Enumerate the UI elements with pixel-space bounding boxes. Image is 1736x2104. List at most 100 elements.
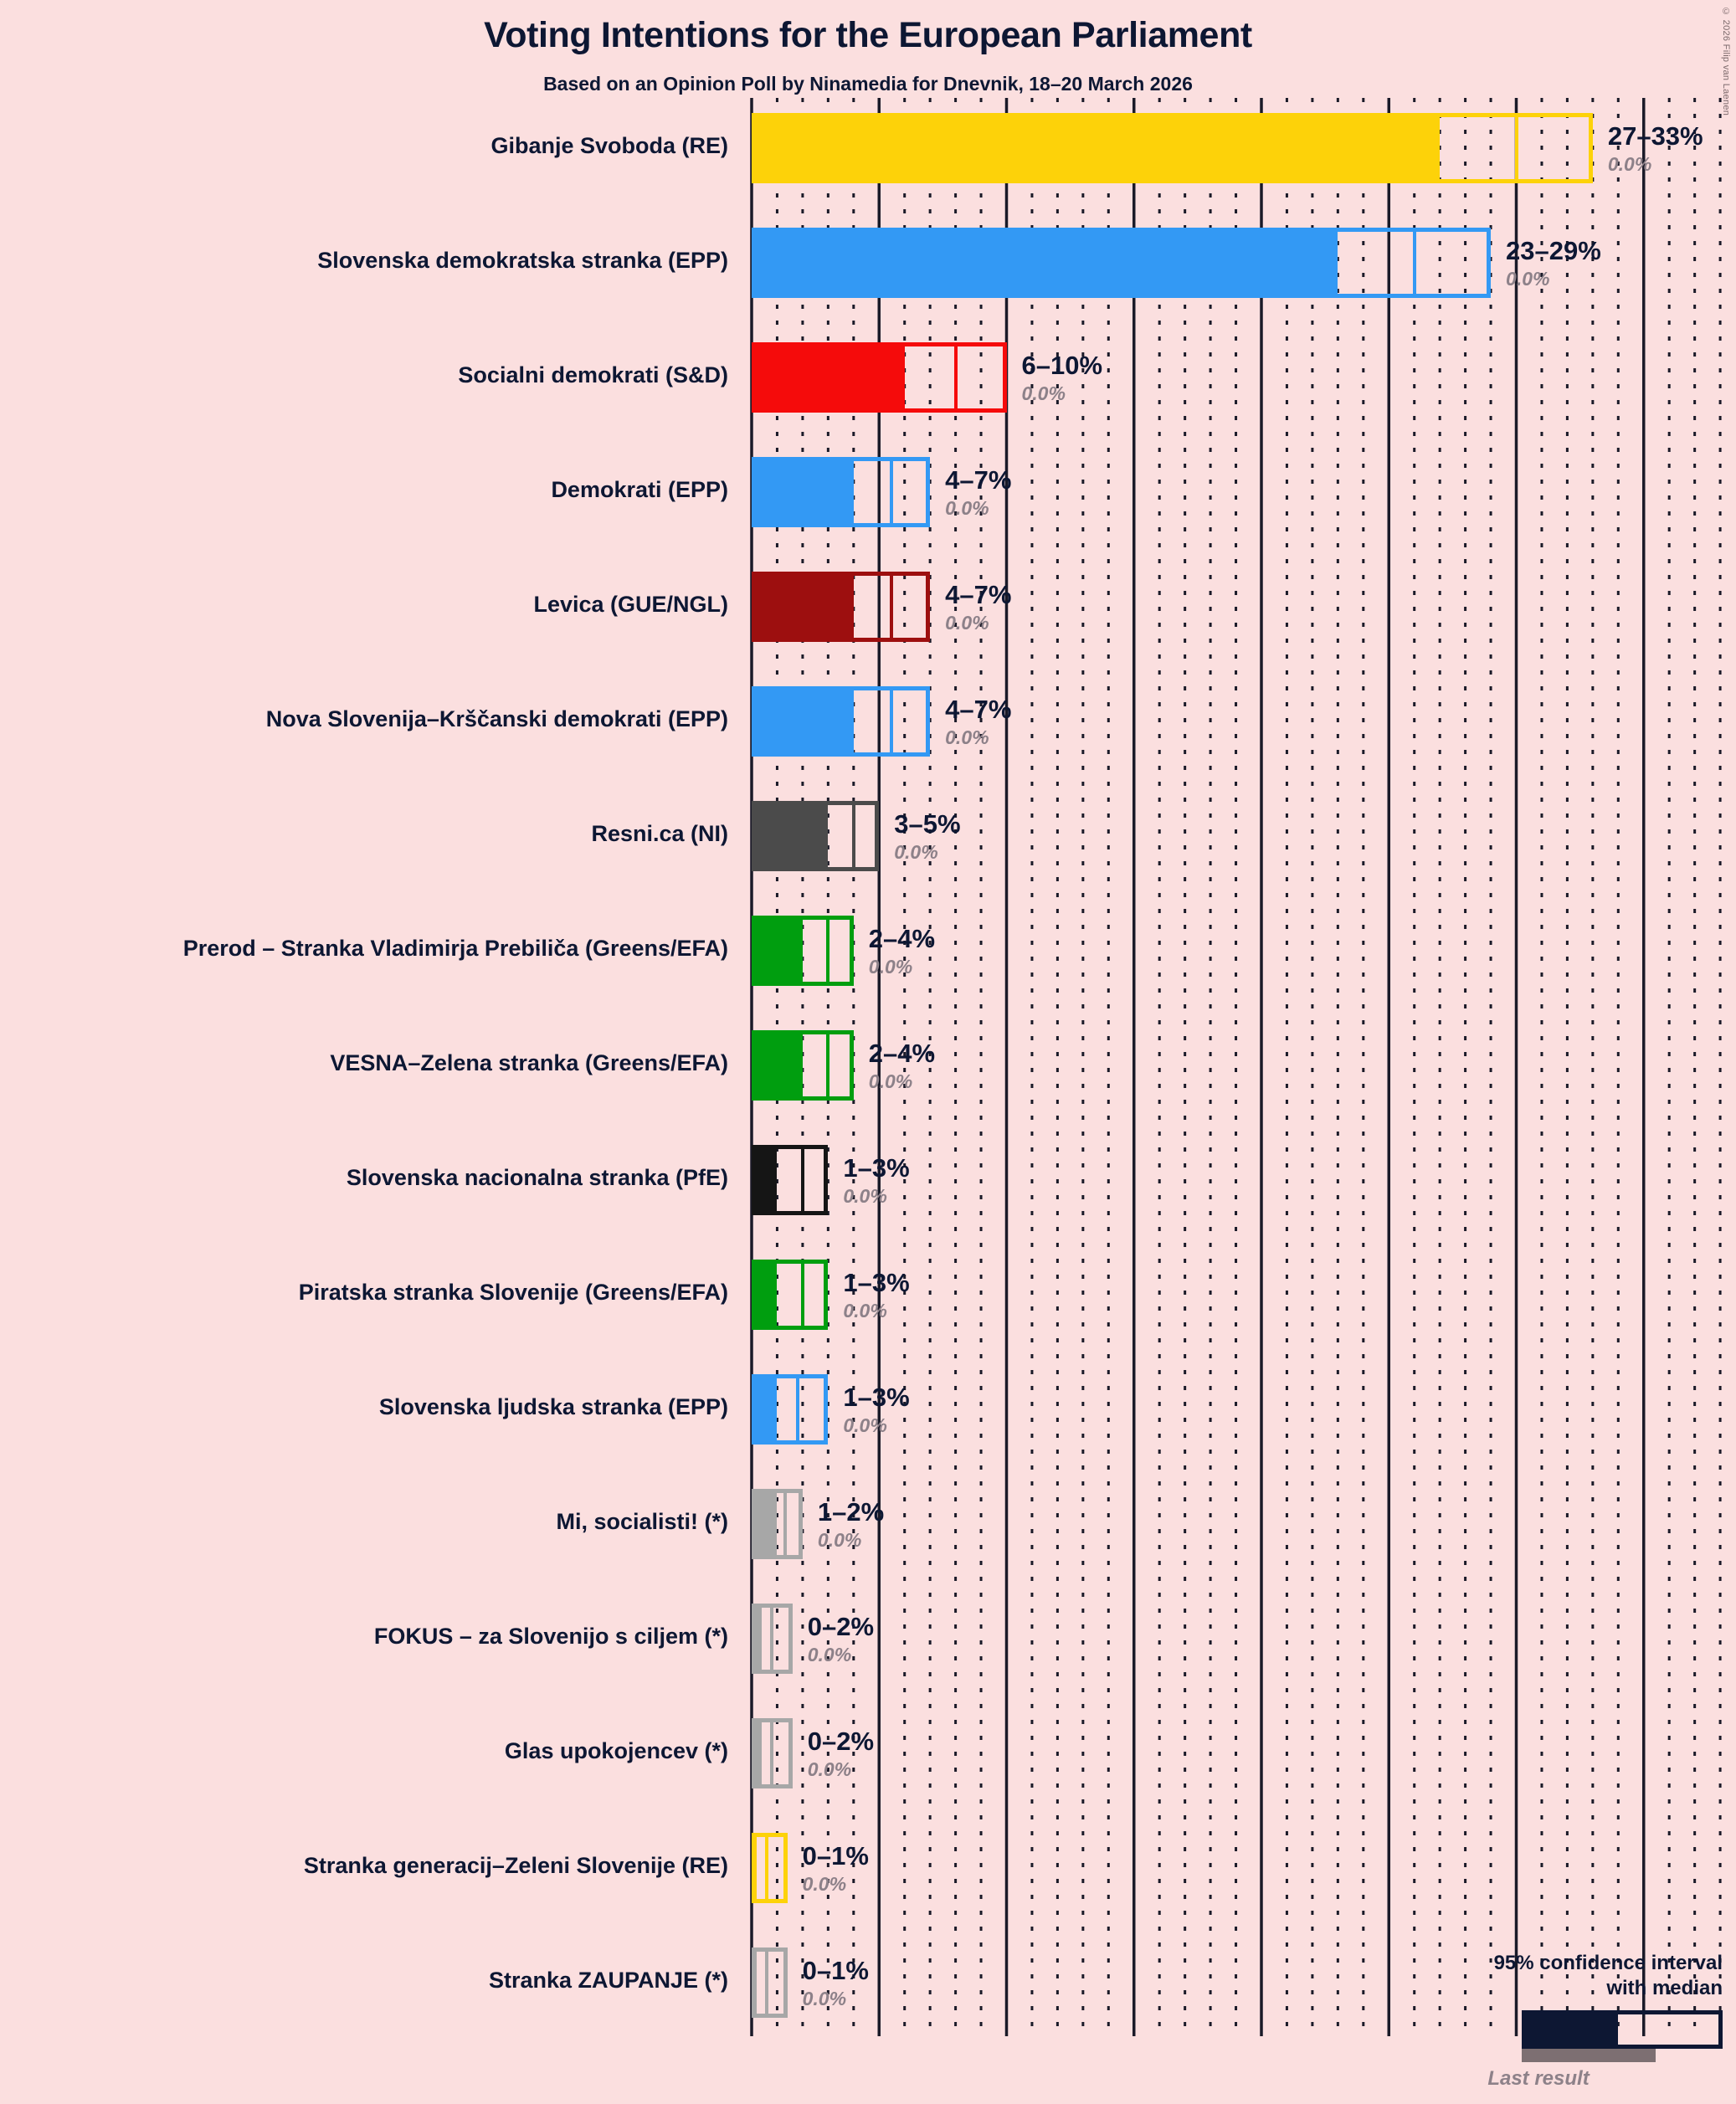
last-result-label: 0.0% bbox=[868, 956, 913, 978]
bar-row: Stranka generacij–Zeleni Slovenije (RE) 0… bbox=[0, 1833, 1736, 1903]
page-title: Voting Intentions for the European Parli… bbox=[484, 15, 1252, 55]
bar-row: Resni.ca (NI) 3–5% 0.0% bbox=[0, 801, 1736, 871]
bar-segment-lower-bound bbox=[756, 1149, 778, 1211]
confidence-interval-label: 4–7% bbox=[945, 465, 1012, 495]
median-marker bbox=[800, 1145, 804, 1215]
chart-legend: 95% confidence interval with median Last… bbox=[1379, 1951, 1723, 2091]
party-label: Mi, socialisti! (*) bbox=[556, 1509, 728, 1534]
confidence-interval-label: 0–1% bbox=[802, 1956, 869, 1985]
party-label: Stranka ZAUPANJE (*) bbox=[488, 1968, 728, 1993]
gridlines bbox=[750, 98, 1722, 2036]
bar-segment-below-median bbox=[1338, 232, 1414, 294]
value-label-group: 0–1% 0.0% bbox=[803, 1843, 869, 1894]
bar-segment-above-median bbox=[1415, 232, 1487, 294]
median-marker bbox=[826, 916, 830, 986]
bar-row: Slovenska ljudska stranka (EPP) 1–3% 0.0% bbox=[0, 1374, 1736, 1445]
party-label: Prerod – Stranka Vladimirja Prebiliča (G… bbox=[182, 936, 728, 961]
legend-last-result-label: Last result bbox=[1487, 2067, 1590, 2090]
bar-segment-lower-bound bbox=[756, 805, 829, 867]
bar-segment-below-median bbox=[777, 1378, 797, 1440]
confidence-interval-bar bbox=[752, 1374, 829, 1445]
last-result-label: 0.0% bbox=[802, 1988, 847, 2009]
legend-line-2: with median bbox=[1606, 1976, 1723, 1999]
bar-segment-below-median bbox=[854, 576, 892, 638]
confidence-interval-bar bbox=[752, 228, 1492, 298]
bar-segment-lower-bound bbox=[756, 1837, 758, 1899]
last-result-label: 0.0% bbox=[868, 1070, 913, 1092]
bar-segment-above-median bbox=[891, 461, 926, 523]
legend-interval-swatch bbox=[1522, 2010, 1723, 2049]
median-marker bbox=[770, 1604, 774, 1674]
confidence-interval-label: 0–2% bbox=[807, 1612, 875, 1641]
median-marker bbox=[1514, 113, 1518, 183]
confidence-interval-bar bbox=[752, 1145, 829, 1215]
bar-segment-above-median bbox=[891, 690, 926, 752]
confidence-interval-bar bbox=[752, 916, 854, 986]
value-label-group: 0–1% 0.0% bbox=[803, 1958, 869, 2009]
last-result-label: 0.0% bbox=[1607, 153, 1652, 175]
bar-segment-above-median bbox=[803, 1264, 824, 1326]
party-label: Gibanje Svoboda (RE) bbox=[490, 133, 728, 158]
median-marker bbox=[770, 1718, 774, 1788]
value-label-group: 2–4% 0.0% bbox=[869, 1040, 935, 1091]
bar-segment-below-median bbox=[803, 920, 828, 982]
party-label: Stranka generacij–Zeleni Slovenije (RE) bbox=[303, 1853, 728, 1878]
bar-segment-lower-bound bbox=[756, 576, 854, 638]
last-result-label: 0.0% bbox=[894, 841, 938, 863]
party-label: Levica (GUE/NGL) bbox=[533, 592, 728, 617]
last-result-label: 0.0% bbox=[945, 612, 989, 634]
median-marker bbox=[765, 1947, 769, 2018]
value-label-group: 2–4% 0.0% bbox=[869, 926, 935, 977]
confidence-interval-label: 1–3% bbox=[843, 1153, 910, 1183]
bar-segment-above-median bbox=[891, 576, 926, 638]
bar-row: Gibanje Svoboda (RE) 27–33% 0.0% bbox=[0, 113, 1736, 183]
confidence-interval-label: 3–5% bbox=[894, 809, 961, 839]
party-label: VESNA–Zelena stranka (Greens/EFA) bbox=[330, 1050, 728, 1075]
bar-row: Slovenska demokratska stranka (EPP) 23–29… bbox=[0, 228, 1736, 298]
confidence-interval-label: 4–7% bbox=[945, 580, 1012, 609]
bar-segment-below-median bbox=[828, 805, 853, 867]
party-label: Nova Slovenija–Krščanski demokrati (EPP) bbox=[265, 706, 728, 731]
bar-segment-lower-bound bbox=[756, 1608, 763, 1670]
bar-segment-lower-bound bbox=[756, 920, 803, 982]
bar-segment-lower-bound bbox=[756, 690, 854, 752]
party-label: Slovenska nacionalna stranka (PfE) bbox=[346, 1165, 728, 1190]
median-marker bbox=[953, 342, 958, 413]
bar-row: Demokrati (EPP) 4–7% 0.0% bbox=[0, 457, 1736, 527]
legend-line-1: 95% confidence interval bbox=[1493, 1952, 1723, 1975]
median-marker bbox=[795, 1374, 799, 1445]
value-label-group: 4–7% 0.0% bbox=[945, 467, 1011, 518]
confidence-interval-label: 1–2% bbox=[817, 1497, 885, 1527]
value-label-group: 27–33% 0.0% bbox=[1608, 123, 1703, 174]
legend-segment-above-median bbox=[1677, 2014, 1718, 2045]
bar-row: Levica (GUE/NGL) 4–7% 0.0% bbox=[0, 572, 1736, 642]
confidence-interval-bar bbox=[752, 1947, 788, 2018]
median-marker bbox=[783, 1489, 787, 1559]
median-marker bbox=[1412, 228, 1416, 298]
legend-last-result-swatch bbox=[1522, 2049, 1656, 2062]
bar-segment-lower-bound bbox=[756, 1493, 778, 1555]
confidence-interval-bar bbox=[752, 1030, 854, 1101]
median-marker bbox=[890, 572, 894, 642]
confidence-interval-bar bbox=[752, 113, 1593, 183]
legend-segment-lower-bound bbox=[1526, 2014, 1618, 2045]
party-label: Piratska stranka Slovenije (Greens/EFA) bbox=[298, 1280, 728, 1305]
confidence-interval-bar bbox=[752, 801, 880, 871]
bar-segment-lower-bound bbox=[756, 1722, 763, 1784]
bar-segment-above-median bbox=[828, 920, 849, 982]
bar-segment-below-median bbox=[854, 461, 892, 523]
last-result-label: 0.0% bbox=[945, 497, 989, 519]
bar-segment-above-median bbox=[1516, 117, 1588, 179]
confidence-interval-bar bbox=[752, 686, 931, 757]
party-label: Resni.ca (NI) bbox=[591, 821, 728, 846]
last-result-label: 0.0% bbox=[807, 1758, 852, 1780]
median-marker bbox=[765, 1833, 769, 1903]
party-label: Demokrati (EPP) bbox=[551, 477, 728, 502]
bar-row: Socialni demokrati (S&D) 6–10% 0.0% bbox=[0, 342, 1736, 413]
value-label-group: 4–7% 0.0% bbox=[945, 696, 1011, 747]
party-label: Slovenska ljudska stranka (EPP) bbox=[378, 1394, 728, 1419]
bar-segment-below-median bbox=[803, 1034, 828, 1096]
bar-segment-lower-bound bbox=[756, 1264, 778, 1326]
bar-segment-lower-bound bbox=[756, 232, 1338, 294]
confidence-interval-bar bbox=[752, 457, 931, 527]
